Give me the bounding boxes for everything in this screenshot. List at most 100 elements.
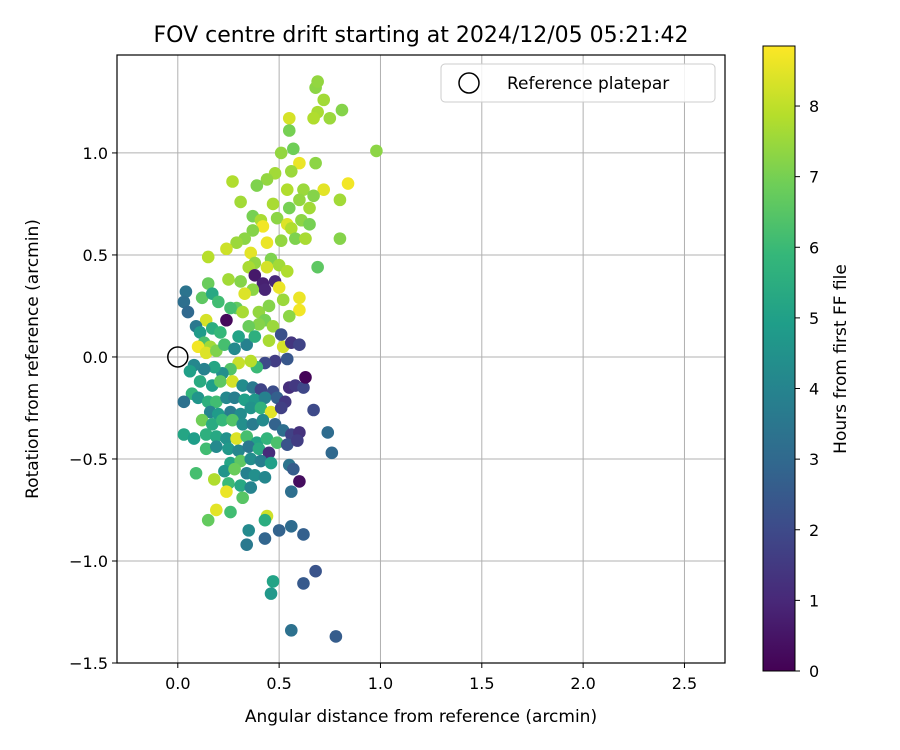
data-point <box>293 291 306 305</box>
x-axis-ticks: 0.0 0.5 1.0 1.5 2.0 2.5 <box>165 663 697 693</box>
data-point <box>260 236 274 250</box>
data-point <box>210 503 223 517</box>
data-point <box>218 464 231 478</box>
data-point <box>276 293 290 307</box>
data-point <box>252 442 266 456</box>
data-point <box>226 175 239 188</box>
y-axis-ticks: −1.5 −1.0 −0.5 0.0 0.5 1.0 <box>69 144 117 673</box>
plot-frame <box>116 54 726 664</box>
data-point <box>199 346 213 360</box>
data-point <box>293 338 306 352</box>
data-point <box>207 360 221 374</box>
data-point <box>236 305 249 319</box>
data-point <box>187 432 201 445</box>
data-point <box>246 224 260 237</box>
data-point <box>240 538 254 551</box>
data-point <box>284 485 298 498</box>
data-point <box>258 391 272 405</box>
data-point <box>258 532 272 545</box>
data-point <box>270 211 284 225</box>
data-point <box>262 446 276 460</box>
data-point <box>325 446 339 460</box>
data-point <box>266 320 280 333</box>
x-tick-label: 0.0 <box>165 674 190 693</box>
data-point <box>193 326 207 339</box>
data-point <box>370 144 383 158</box>
data-point <box>309 564 322 578</box>
data-point <box>222 273 235 286</box>
colorbar-tick-label: 5 <box>809 309 819 328</box>
data-point <box>205 417 219 431</box>
colorbar-tick-label: 8 <box>809 97 819 116</box>
data-point <box>248 269 262 282</box>
data-point <box>329 630 343 643</box>
data-point <box>230 432 243 445</box>
data-point <box>282 124 296 137</box>
data-point <box>224 301 237 315</box>
data-point <box>181 305 195 319</box>
x-tick-label: 0.5 <box>266 674 291 693</box>
data-point <box>297 381 310 394</box>
data-point <box>177 295 191 309</box>
data-point <box>293 303 306 317</box>
data-point <box>299 232 312 245</box>
y-tick-label: −1.5 <box>69 654 108 673</box>
data-point <box>195 291 209 305</box>
y-tick-label: −1.0 <box>69 552 108 571</box>
data-point <box>264 405 278 419</box>
data-point <box>289 232 302 245</box>
data-point <box>195 413 209 427</box>
data-point <box>287 142 300 156</box>
data-point <box>293 193 306 207</box>
legend-label-reference: Reference platepar <box>507 74 669 94</box>
colorbar-tick-label: 0 <box>809 662 819 681</box>
data-point <box>218 338 231 352</box>
data-point <box>214 326 227 339</box>
data-point <box>234 195 247 209</box>
data-points <box>167 75 383 643</box>
data-point <box>264 587 278 600</box>
colorbar-tick-label: 6 <box>809 238 819 257</box>
data-point <box>252 318 266 331</box>
colorbar-tick-label: 2 <box>809 521 819 540</box>
data-point <box>234 479 247 492</box>
y-tick-label: 1.0 <box>83 144 108 163</box>
data-point <box>246 417 260 431</box>
data-point <box>280 438 294 451</box>
data-point <box>179 285 193 298</box>
data-point <box>236 491 249 505</box>
data-point <box>303 218 316 231</box>
data-point <box>220 242 233 256</box>
data-point <box>272 281 286 294</box>
data-point <box>274 401 288 415</box>
data-point <box>307 403 320 417</box>
y-tick-label: 0.5 <box>83 246 108 265</box>
data-point <box>228 462 241 476</box>
colorbar-tick-label: 1 <box>809 591 819 610</box>
data-point <box>284 624 298 637</box>
data-point <box>183 364 197 378</box>
data-point <box>260 260 274 274</box>
data-point <box>230 236 243 250</box>
data-point <box>268 354 282 368</box>
data-point <box>333 232 347 245</box>
data-point <box>256 220 270 233</box>
data-point <box>197 362 211 376</box>
legend-box <box>440 63 716 103</box>
colorbar-tick-label: 7 <box>809 168 819 187</box>
data-point <box>303 201 316 215</box>
data-point <box>199 442 213 456</box>
data-point <box>266 197 280 211</box>
data-point <box>244 401 258 415</box>
y-tick-label: −0.5 <box>69 450 108 469</box>
data-point <box>228 342 241 356</box>
data-point <box>177 395 191 409</box>
data-point <box>244 354 258 368</box>
legend-marker-reference <box>458 72 480 94</box>
data-point <box>232 444 245 458</box>
data-point <box>220 485 233 498</box>
colorbar-tick-label: 3 <box>809 450 819 469</box>
x-tick-label: 2.5 <box>672 674 697 693</box>
